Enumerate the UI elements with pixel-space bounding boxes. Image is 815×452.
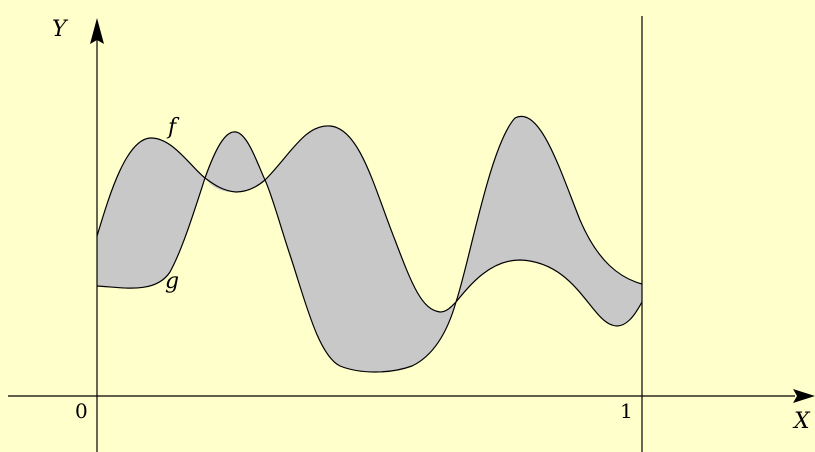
- x-axis-label: X: [792, 409, 811, 434]
- y-axis-label: Y: [52, 17, 69, 42]
- shaded-region-1: [97, 137, 205, 289]
- curve-f: [96, 115, 643, 313]
- curve-g-label: g: [165, 269, 179, 294]
- shaded-area: [97, 116, 642, 372]
- origin-tick-label: 0: [75, 399, 88, 423]
- curve-g: [96, 131, 643, 373]
- curve-f-label: f: [166, 115, 180, 140]
- y-axis-arrowhead: [90, 18, 104, 44]
- shaded-region-3: [265, 125, 456, 372]
- shaded-region-4: [456, 116, 642, 326]
- shaded-region-2: [205, 131, 265, 193]
- x-axis-arrowhead: [793, 389, 815, 403]
- one-tick-label: 1: [620, 399, 633, 423]
